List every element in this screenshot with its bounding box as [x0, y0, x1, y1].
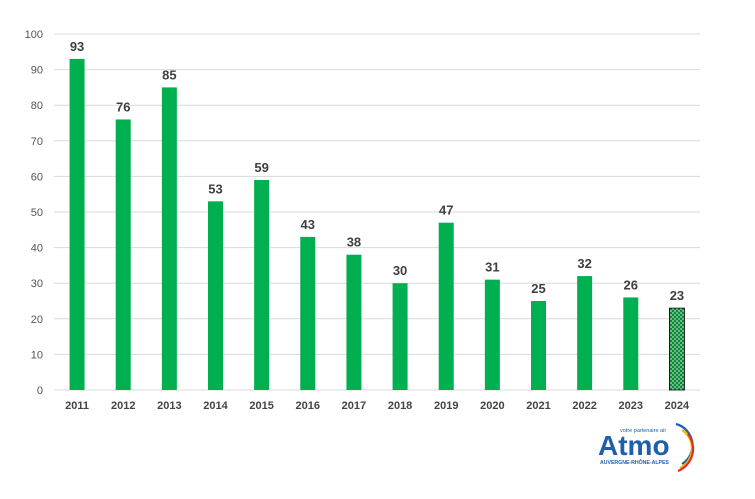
logo-arc-yellow — [679, 429, 694, 469]
x-tick-label: 2018 — [388, 400, 412, 412]
bar — [346, 254, 362, 390]
bar — [577, 276, 593, 390]
bar — [484, 279, 500, 390]
logo-arc-red — [677, 433, 695, 472]
x-tick-label: 2019 — [434, 400, 458, 412]
x-tick-label: 2020 — [480, 400, 504, 412]
x-tick-label: 2014 — [203, 400, 228, 412]
y-tick-label: 100 — [25, 29, 43, 41]
bar — [208, 201, 223, 390]
data-label: 76 — [116, 99, 130, 114]
bar — [161, 87, 177, 391]
data-labels: 93 76 85 53 59 43 38 30 47 31 25 32 26 23 — [70, 39, 684, 303]
y-tick-label: 90 — [31, 65, 43, 77]
y-tick-label: 0 — [37, 385, 43, 397]
bar — [69, 58, 85, 391]
bars — [69, 58, 685, 391]
data-label: 47 — [439, 203, 453, 218]
data-label: 93 — [70, 39, 84, 54]
bar — [531, 301, 546, 390]
y-tick-label: 60 — [31, 171, 43, 183]
atmo-logo: votre partenaire air Atmo AUVERGNE-RHÔNE… — [598, 422, 695, 472]
bar — [392, 283, 408, 390]
x-tick-label: 2023 — [619, 400, 643, 412]
data-label: 59 — [254, 160, 268, 175]
data-label: 23 — [670, 288, 684, 303]
x-tick-label: 2017 — [342, 400, 366, 412]
data-label: 85 — [162, 67, 176, 82]
x-tick-label: 2015 — [249, 400, 273, 412]
y-tick-label: 30 — [31, 278, 43, 290]
y-tick-label: 80 — [31, 100, 43, 112]
logo-name: Atmo — [598, 430, 670, 461]
x-tick-label: 2011 — [65, 400, 89, 412]
x-tick-label: 2022 — [572, 400, 596, 412]
bar — [115, 119, 131, 390]
x-tick-label: 2016 — [296, 400, 320, 412]
data-label: 26 — [624, 277, 638, 292]
x-axis-ticks: 2011 2012 2013 2014 2015 2016 2017 2018 2019 2020… — [65, 400, 690, 412]
bar — [254, 179, 270, 390]
data-label: 25 — [531, 281, 545, 296]
y-axis-ticks: 0 10 20 30 40 50 60 70 80 90 100 — [25, 29, 43, 397]
bar — [300, 236, 316, 390]
bar — [438, 222, 454, 390]
logo-region: AUVERGNE-RHÔNE-ALPES — [600, 458, 669, 466]
data-label: 32 — [577, 256, 591, 271]
x-tick-label: 2013 — [157, 400, 181, 412]
data-label: 53 — [208, 181, 222, 196]
x-tick-label: 2021 — [526, 400, 550, 412]
y-tick-label: 40 — [31, 243, 43, 255]
y-tick-label: 50 — [31, 207, 43, 219]
bar — [623, 297, 639, 390]
data-label: 31 — [485, 260, 499, 275]
x-tick-label: 2024 — [665, 400, 690, 412]
y-tick-label: 10 — [31, 349, 43, 361]
bar-hatched — [669, 307, 685, 391]
y-tick-label: 20 — [31, 314, 43, 326]
data-label: 38 — [347, 235, 361, 250]
x-tick-label: 2012 — [111, 400, 135, 412]
data-label: 43 — [301, 217, 315, 232]
y-tick-label: 70 — [31, 136, 43, 148]
data-label: 30 — [393, 263, 407, 278]
gridlines — [54, 33, 700, 391]
logo-tagline: votre partenaire air — [620, 428, 666, 434]
